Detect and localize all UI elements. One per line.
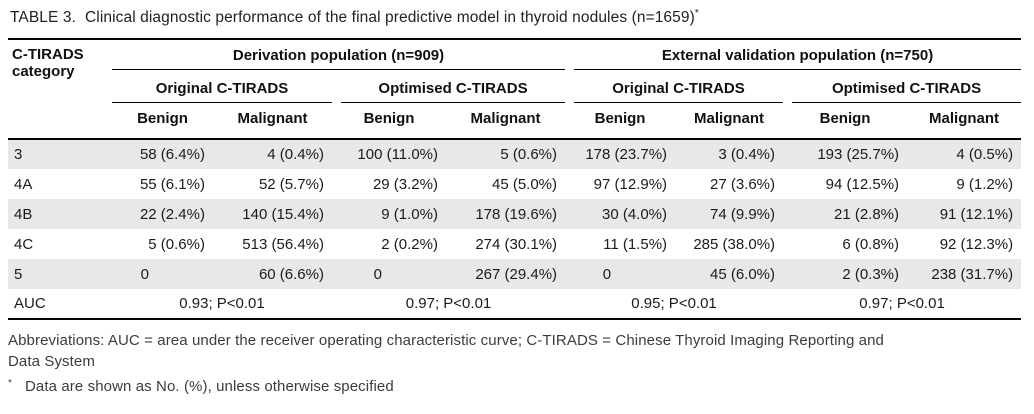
population-group-label: External validation population (n=750)	[574, 45, 1022, 70]
footnote-text: Data are shown as No. (%), unless otherw…	[25, 378, 394, 395]
table-row: 4C 5 (0.6%) 513 (56.4%) 2 (0.2%) 274 (30.1%)…	[8, 229, 1021, 259]
footer-abbreviations: Abbreviations: AUC = area under the rece…	[8, 331, 1026, 372]
abbreviations-line: Abbreviations: AUC = area under the rece…	[8, 332, 884, 349]
title-label: TABLE 3.	[10, 9, 76, 26]
value-cell: 55 (6.1%)	[139, 175, 205, 193]
header-row-groups: C-TIRADS category Derivation population (…	[8, 39, 1022, 140]
ctirads-subgroup-header: Original C-TIRADS	[565, 70, 784, 103]
value-cell: 21 (2.8%)	[833, 205, 900, 223]
value-cell: 97 (12.9%)	[593, 175, 668, 193]
category-cell: 3	[14, 146, 23, 163]
value-cell: 58 (6.4%)	[139, 146, 205, 163]
ctirads-subgroup-label: Original C-TIRADS	[574, 78, 784, 103]
value-cell: 60 (6.6%)	[258, 265, 324, 283]
auc-value-cell: 0.97; P<0.01	[783, 289, 1022, 320]
value-cell: 100 (11.0%)	[357, 146, 438, 163]
header-row-subgroups: Original C-TIRADS Optimised C-TIRADS Origi…	[8, 70, 1022, 103]
value-cell: 45 (5.0%)	[491, 175, 558, 193]
category-cell: 4A	[14, 175, 33, 193]
ctirads-subgroup-header: Original C-TIRADS	[112, 70, 332, 103]
value-cell: 3 (0.4%)	[718, 146, 776, 163]
value-cell: 6 (0.8%)	[842, 235, 900, 253]
table-body: 3 58 (6.4%) 4 (0.4%) 100 (11.0%) 5 (0.6%) 178…	[8, 139, 1022, 320]
table-row: 3 58 (6.4%) 4 (0.4%) 100 (11.0%) 5 (0.6%) 178…	[8, 139, 1022, 169]
value-cell: 22 (2.4%)	[139, 205, 205, 223]
value-cell: 4 (0.4%)	[267, 146, 324, 163]
ctirads-subgroup-label: Original C-TIRADS	[112, 78, 332, 103]
value-cell: 193 (25.7%)	[817, 146, 900, 163]
auc-value-cell: 0.97; P<0.01	[332, 289, 566, 320]
value-cell: 29 (3.2%)	[372, 175, 438, 193]
table-row: 4B 22 (2.4%) 140 (15.4%) 9 (1.0%) 178 (19.6%…	[8, 199, 1022, 229]
auc-value-cell: 0.95; P<0.01	[565, 289, 784, 320]
value-cell: 267 (29.4%)	[475, 265, 558, 283]
table-title: TABLE 3. Clinical diagnostic performance …	[8, 0, 1026, 38]
abbreviations-line: Data System	[8, 352, 95, 370]
value-cell: 2 (0.2%)	[381, 235, 438, 253]
value-cell: 94 (12.5%)	[825, 175, 900, 193]
leaf-header-benign: Benign	[332, 103, 446, 140]
ctirads-subgroup-header: Optimised C-TIRADS	[783, 70, 1022, 103]
ctirads-subgroup-label: Optimised C-TIRADS	[341, 78, 566, 103]
value-cell: 11 (1.5%)	[603, 235, 668, 253]
value-cell: 9 (1.2%)	[956, 175, 1014, 193]
leaf-header-malignant: Malignant	[675, 103, 784, 140]
population-group-label: Derivation population (n=909)	[112, 45, 566, 70]
leaf-header-benign: Benign	[112, 103, 213, 140]
population-group-header: Derivation population (n=909)	[112, 39, 566, 70]
value-cell: 92 (12.3%)	[939, 235, 1014, 253]
category-cell: 5	[14, 265, 23, 283]
value-cell: 52 (5.7%)	[258, 175, 324, 193]
leaf-header-benign: Benign	[565, 103, 676, 140]
value-cell: 0	[140, 265, 149, 283]
footnote-marker: *	[8, 378, 12, 389]
auc-row: AUC 0.93; P<0.01 0.97; P<0.01 0.95; P<0.01 0…	[8, 289, 1022, 320]
value-cell: 45 (6.0%)	[709, 265, 776, 283]
leaf-header-malignant: Malignant	[446, 103, 566, 140]
value-cell: 178 (19.6%)	[475, 205, 558, 223]
corner-header: C-TIRADS category	[8, 39, 112, 140]
leaf-header-malignant: Malignant	[907, 103, 1022, 140]
value-cell: 2 (0.3%)	[842, 265, 900, 283]
table-header: C-TIRADS category Derivation population (…	[8, 39, 1022, 140]
value-cell: 178 (23.7%)	[585, 146, 668, 163]
footnote: * Data are shown as No. (%), unless other…	[8, 374, 1026, 398]
header-row-columns: Benign Malignant Benign Malignant Benign Mali…	[8, 103, 1022, 140]
title-footnote-marker: *	[694, 8, 699, 19]
value-cell: 9 (1.0%)	[381, 205, 438, 223]
auc-category-cell: AUC	[8, 289, 112, 320]
ctirads-subgroup-header: Optimised C-TIRADS	[332, 70, 566, 103]
value-cell: 74 (9.9%)	[709, 205, 776, 223]
table-row: 5 0 60 (6.6%) 0 267 (29.4%) 0 45 (6.0%) 2 (0.3%…	[8, 259, 1022, 289]
leaf-header-benign: Benign	[783, 103, 908, 140]
value-cell: 27 (3.6%)	[709, 175, 776, 193]
value-cell: 274 (30.1%)	[475, 235, 558, 253]
ctirads-subgroup-label: Optimised C-TIRADS	[792, 78, 1022, 103]
category-cell: 4C	[14, 235, 34, 253]
population-group-header: External validation population (n=750)	[565, 39, 1022, 70]
value-cell: 5 (0.6%)	[148, 235, 205, 253]
value-cell: 30 (4.0%)	[601, 205, 668, 223]
leaf-header-malignant: Malignant	[213, 103, 332, 140]
value-cell: 4 (0.5%)	[956, 146, 1014, 163]
category-cell: 4B	[14, 205, 33, 223]
value-cell: 140 (15.4%)	[242, 205, 324, 223]
value-cell: 5 (0.6%)	[500, 146, 558, 163]
value-cell: 285 (38.0%)	[693, 235, 776, 253]
value-cell: 513 (56.4%)	[242, 235, 324, 253]
table-row: 4A 55 (6.1%) 52 (5.7%) 29 (3.2%) 45 (5.0%) 97…	[8, 169, 1021, 199]
value-cell: 0	[602, 265, 612, 283]
performance-table: C-TIRADS category Derivation population (…	[8, 38, 1022, 320]
table-footer: Abbreviations: AUC = area under the rece…	[8, 331, 1026, 398]
page-root: TABLE 3. Clinical diagnostic performance …	[8, 0, 1026, 398]
value-cell: 0	[373, 265, 382, 283]
value-cell: 238 (31.7%)	[931, 265, 1014, 283]
title-text: Clinical diagnostic performance of the f…	[85, 9, 695, 26]
auc-value-cell: 0.93; P<0.01	[112, 289, 332, 320]
value-cell: 91 (12.1%)	[939, 205, 1014, 223]
